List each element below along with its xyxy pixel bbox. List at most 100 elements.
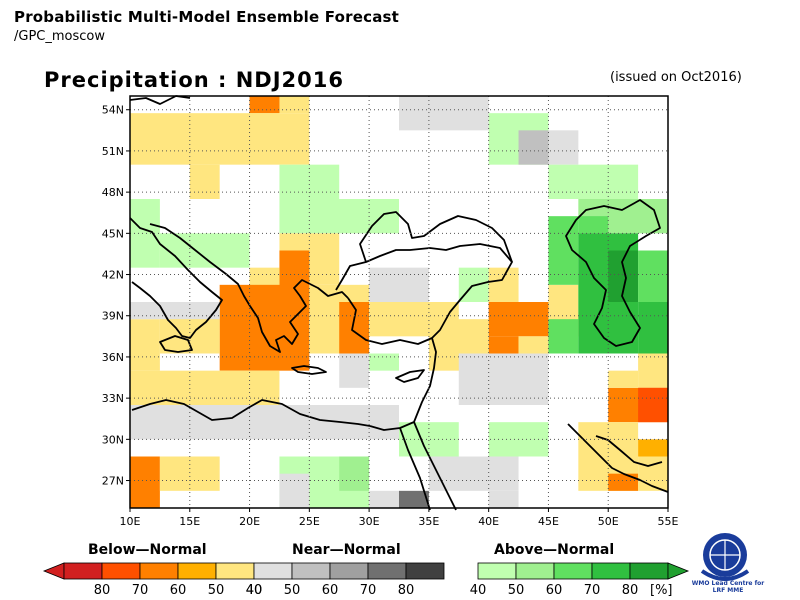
legend-above-swatch (553, 562, 593, 580)
probability-cell (638, 439, 668, 457)
legend-above-label: 40 (470, 583, 487, 598)
legend-near-swatch (253, 562, 293, 580)
probability-cell (279, 473, 310, 508)
lat-tick-label: 48N (102, 186, 124, 199)
probability-cell (309, 405, 399, 440)
probability-cell (159, 456, 220, 491)
probability-cell (249, 370, 280, 405)
probability-cell (130, 319, 160, 371)
legend-near-label: 70 (360, 583, 377, 598)
legend-near-label: 40 (246, 583, 263, 598)
legend-above-label: 80 (622, 583, 639, 598)
probability-cell (488, 456, 519, 491)
probability-cell (279, 164, 340, 199)
legend-above-swatch (591, 562, 631, 580)
lat-tick-label: 42N (102, 269, 124, 282)
lon-tick-label: 10E (120, 515, 141, 528)
probability-cell (159, 233, 250, 268)
map-frame (129, 95, 669, 509)
probability-cell (578, 216, 609, 234)
probability-cell (488, 302, 549, 337)
lat-tick-label: 54N (102, 104, 124, 117)
legend-below-swatch (101, 562, 141, 580)
probability-cell (548, 319, 579, 354)
lat-tick-label: 51N (102, 145, 124, 158)
legend-above-label: 60 (546, 583, 563, 598)
coastline-red-sea (399, 421, 457, 511)
chart-title: Probabilistic Multi-Model Ensemble Forec… (14, 8, 400, 26)
legend-near-swatch (329, 562, 369, 580)
probability-cell (369, 490, 399, 508)
wmo-emblem-icon (700, 533, 750, 581)
probability-cell (638, 302, 668, 354)
probability-cell (488, 336, 519, 354)
legend-below-label: 50 (208, 583, 225, 598)
legend-below-arrow (42, 562, 65, 580)
legend-above-swatch (515, 562, 555, 580)
coastline-cyprus (395, 369, 425, 383)
probability-cell (369, 267, 429, 302)
graticule (130, 96, 668, 508)
probability-cell (488, 267, 519, 302)
legend-near-label: 50 (284, 583, 301, 598)
probability-cell (638, 250, 668, 302)
map-title: Precipitation : NDJ2016 (44, 68, 344, 92)
legend-near-label: 80 (398, 583, 415, 598)
lon-tick-label: 30E (359, 515, 380, 528)
probability-cell (279, 199, 399, 234)
legend-unit: [%] (650, 583, 673, 598)
probability-cells (130, 96, 668, 508)
lat-tick-label: 33N (102, 392, 124, 405)
probability-cell (130, 113, 310, 165)
coastline-caspian (565, 199, 661, 347)
probability-cell (130, 405, 310, 440)
legend-below-swatch (177, 562, 217, 580)
lon-tick-label: 25E (299, 515, 320, 528)
coastline-baltic (129, 95, 191, 105)
source-label: /GPC_moscow (14, 29, 105, 44)
probability-cell (339, 353, 370, 388)
probability-cell (339, 456, 370, 491)
coastline-sicily (159, 335, 193, 353)
probability-cell (130, 370, 250, 405)
latitude-labels: 54N 51N 48N 45N 42N 39N 36N 33N 30N 27N (102, 104, 130, 488)
probability-cell (458, 353, 489, 405)
coastline-turkey (335, 243, 513, 345)
probability-cell (189, 164, 220, 199)
lat-tick-label: 30N (102, 433, 124, 446)
lat-tick-label: 39N (102, 310, 124, 323)
lon-tick-label: 40E (478, 515, 499, 528)
probability-cell (638, 456, 668, 491)
lon-tick-label: 15E (179, 515, 200, 528)
probability-cell (130, 456, 160, 508)
legend-above-swatch (477, 562, 517, 580)
probability-cell (518, 130, 549, 165)
probability-cell (219, 284, 310, 371)
probability-cell (638, 387, 668, 423)
probability-cell (399, 490, 429, 508)
lon-tick-label: 35E (418, 515, 439, 528)
probability-cell (130, 302, 220, 320)
probability-cell (369, 353, 399, 371)
probability-cell (428, 456, 489, 491)
lon-tick-label: 45E (538, 515, 559, 528)
probability-cell (488, 490, 519, 508)
lat-tick-label: 45N (102, 227, 124, 240)
legend-above-label: 70 (584, 583, 601, 598)
coastline-black-sea (359, 211, 513, 263)
legend-above-arrow (667, 562, 690, 580)
coastlines (129, 95, 669, 511)
coastline-persian-gulf (567, 423, 669, 493)
legend-above-swatch (629, 562, 669, 580)
probability-cell (608, 473, 639, 491)
coastline-greece (249, 279, 349, 353)
coastline-crete (291, 365, 327, 375)
coastline-adriatic (149, 223, 251, 307)
lat-tick-label: 36N (102, 351, 124, 364)
legend-below-swatch (63, 562, 103, 580)
legend-below-label: 80 (94, 583, 111, 598)
probability-cell (548, 130, 579, 165)
probability-cell (548, 164, 639, 199)
